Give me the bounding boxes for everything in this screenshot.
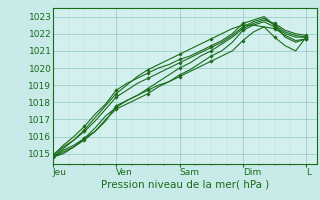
X-axis label: Pression niveau de la mer( hPa ): Pression niveau de la mer( hPa ) (101, 180, 269, 190)
